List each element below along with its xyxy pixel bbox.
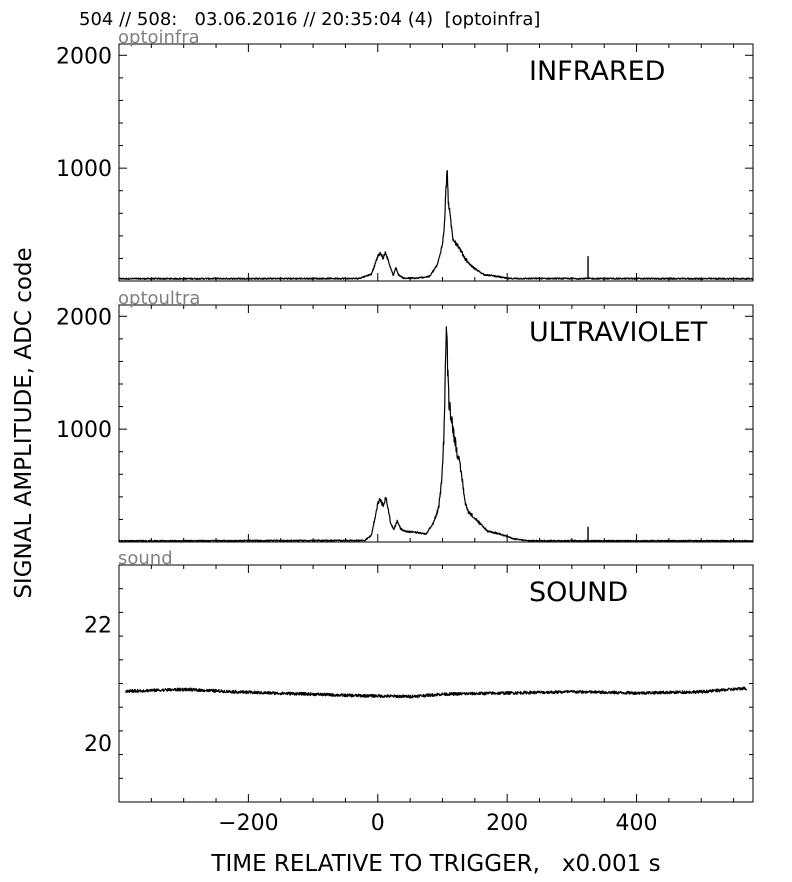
shared-x-axis-label: TIME RELATIVE TO TRIGGER, x0.001 s: [211, 851, 661, 877]
axes-frame-sound: [118, 564, 754, 803]
panel-title-optoultra: ULTRAVIOLET: [529, 317, 708, 348]
x-tick-label: 400: [616, 811, 658, 836]
x-tick-label: 200: [486, 811, 528, 836]
figure-suptitle: 504 // 508: 03.06.2016 // 20:35:04 (4) […: [79, 9, 541, 30]
y-tick-label-optoinfra: 2000: [56, 44, 112, 69]
channel-label-sound: sound: [118, 548, 173, 569]
y-tick-label-sound: 20: [84, 732, 112, 757]
panel-title-optoinfra: INFRARED: [529, 56, 665, 87]
x-tick-label: 0: [371, 811, 385, 836]
y-tick-label-optoinfra: 1000: [56, 157, 112, 182]
series-line-optoultra: [119, 326, 753, 542]
panel-title-sound: SOUND: [529, 577, 628, 608]
channel-label-optoinfra: optoinfra: [118, 27, 200, 48]
y-tick-label-optoultra: 2000: [56, 305, 112, 330]
panel-optoultra: 1000 2000 optoultra ULTRAVIOLET: [56, 288, 754, 543]
panel-sound: 20 22 −200 0 200 400 sound SOUND: [84, 548, 754, 836]
channel-label-optoultra: optoultra: [118, 288, 200, 309]
panel-optoinfra: 1000 2000 optoinfra INFRARED: [56, 27, 754, 282]
x-tick-label: −200: [218, 811, 278, 836]
axes-frame-optoultra: [118, 304, 754, 543]
y-tick-label-optoultra: 1000: [56, 418, 112, 443]
y-tick-label-sound: 22: [84, 613, 112, 638]
series-line-sound: [124, 686, 748, 699]
axes-frame-optoinfra: [118, 43, 754, 282]
series-line-optoinfra: [119, 170, 753, 281]
